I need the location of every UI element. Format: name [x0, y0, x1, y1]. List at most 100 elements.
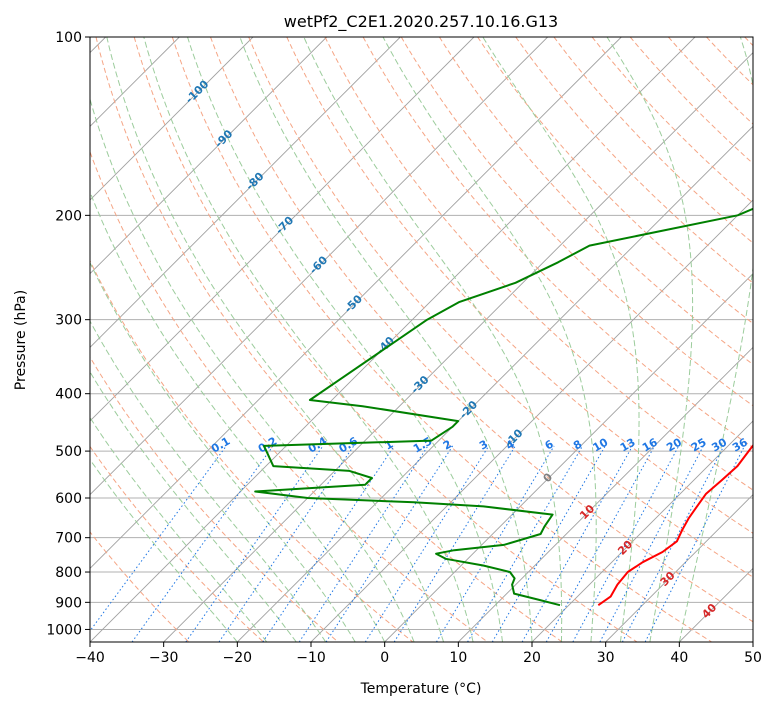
- mixing-ratio-label: 25: [689, 436, 709, 455]
- moist-adiabat-line: [90, 190, 386, 642]
- isotherm-line: [90, 37, 548, 496]
- isotherm-label: -60: [307, 253, 330, 276]
- moist-adiabat-line: [303, 37, 563, 642]
- isotherm-line: [163, 52, 753, 642]
- y-axis: 100 200 300 400 500 600 700 800 900 1000: [46, 30, 90, 638]
- mixing-ratio-line: [325, 445, 454, 642]
- x-tick-label: 0: [380, 650, 389, 666]
- dry-adiabat-line: [210, 37, 753, 623]
- isotherm-line: [90, 37, 401, 348]
- moist-adiabat-line: [187, 37, 503, 642]
- mixing-ratio-label: 2: [441, 438, 454, 453]
- dry-adiabat-line: [324, 37, 753, 491]
- isotherm-layer: [90, 37, 753, 642]
- y-tick-label: 400: [55, 387, 82, 403]
- dry-adiabat-line: [90, 259, 414, 642]
- mixing-ratio-label: 10: [591, 435, 611, 454]
- mixing-ratio-label: 8: [571, 438, 584, 453]
- moist-adiabat-line: [239, 37, 533, 642]
- mixing-ratio-label: 16: [640, 435, 660, 454]
- mixing-ratio-line: [491, 445, 606, 642]
- plot-area: 0.1 0.2 0.4 0.6 1 1.5 2 3 4 6 8 10 13 16 20 25 30 36-100-…: [90, 37, 753, 642]
- mixing-ratio-line: [364, 445, 490, 642]
- y-tick-label: 500: [55, 444, 82, 460]
- mixing-ratio-line: [644, 445, 746, 642]
- y-tick-label: 100: [55, 30, 82, 46]
- dry-adiabat-line: [133, 37, 638, 642]
- isoline-label-layer: 0.1 0.2 0.4 0.6 1 1.5 2 3 4 6 8 10 13 16 20 25 30 36-100-…: [183, 77, 750, 621]
- isotherm-label: -70: [273, 214, 296, 237]
- x-tick-label: 30: [597, 650, 615, 666]
- y-tick-label: 700: [55, 531, 82, 547]
- isotherm-label: 0: [541, 470, 556, 485]
- y-tick-label: 900: [55, 595, 82, 611]
- mixing-ratio-line: [545, 445, 656, 642]
- dry-adiabat-line: [553, 37, 753, 244]
- isotherm-line: [679, 567, 753, 642]
- mixing-ratio-line: [435, 445, 555, 642]
- moist-adiabat-line: [143, 37, 474, 642]
- isotherm-line: [90, 37, 254, 201]
- mixing-ratio-line: [621, 445, 725, 642]
- mixing-ratio-line: [90, 445, 227, 632]
- mixing-ratio-line: [521, 445, 633, 642]
- isotherm-line: [752, 641, 753, 642]
- series-layer: [254, 207, 753, 607]
- dry-adiabat-line: [629, 37, 753, 165]
- chart-title: wetPf2_C2E1.2020.257.10.16.G13: [284, 12, 558, 32]
- isotherm-label: -80: [243, 170, 266, 193]
- moist-adiabat-line: [606, 37, 694, 642]
- isotherm-line: [605, 494, 753, 642]
- dry-adiabat-line: [515, 37, 753, 284]
- dry-adiabat-line: [248, 37, 753, 578]
- y-tick-label: 1000: [46, 622, 82, 638]
- x-axis: −40 −30 −20 −10 0 10 20 30 40 50: [75, 642, 762, 666]
- mixing-ratio-label: 6: [543, 437, 556, 452]
- isotherm-line: [90, 37, 327, 275]
- dry-adiabat-line: [362, 37, 753, 449]
- mixing-ratio-label: 30: [709, 435, 729, 454]
- dry-adiabat-line: [706, 37, 753, 86]
- y-tick-label: 800: [55, 565, 82, 581]
- x-tick-label: −10: [296, 650, 326, 666]
- mixing-ratio-label: 0.6: [337, 434, 361, 455]
- dry-adiabat-line: [171, 37, 712, 642]
- x-tick-label: −30: [149, 650, 179, 666]
- moist-adiabat-line: [106, 37, 445, 642]
- dry-adiabat-line: [90, 150, 488, 642]
- x-tick-label: 10: [449, 650, 467, 666]
- y-tick-label: 300: [55, 313, 82, 329]
- mixing-ratio-layer: [90, 445, 746, 642]
- moist-adiabat-line: [90, 370, 297, 642]
- y-tick-label: 600: [55, 491, 82, 507]
- dry-adiabat-line: [95, 37, 563, 642]
- dry-adiabat-line: [400, 37, 753, 407]
- moist-adiabat-line: [678, 37, 753, 642]
- dry-adiabat-line: [744, 37, 753, 47]
- isotherm-label: 40: [699, 601, 719, 621]
- mixing-ratio-line: [131, 445, 274, 642]
- isotherm-label: -50: [342, 292, 365, 315]
- mixing-ratio-label: 1.5: [411, 435, 434, 456]
- x-tick-label: 50: [744, 650, 762, 666]
- mixing-ratio-label: 13: [618, 436, 638, 455]
- mixing-ratio-line: [393, 445, 516, 642]
- temperature-line: [597, 443, 753, 607]
- plot-frame: [89, 36, 754, 643]
- x-tick-label: −40: [75, 650, 105, 666]
- dry-adiabat-line: [90, 356, 339, 642]
- isotherm-line: [531, 420, 753, 642]
- grid-layer: [90, 37, 753, 630]
- mixing-ratio-label: 0.1: [209, 435, 232, 456]
- dry-adiabat-line: [668, 37, 753, 125]
- isotherm-label: -30: [408, 373, 431, 396]
- mixing-ratio-line: [467, 445, 584, 642]
- dewpoint-line: [254, 207, 753, 607]
- dry-adiabat-line: [438, 37, 753, 366]
- moist-adiabat-line: [90, 416, 268, 642]
- y-tick-label: 200: [55, 208, 82, 224]
- isotherm-label: 10: [577, 502, 597, 522]
- x-tick-label: 40: [670, 650, 688, 666]
- dry-adiabat-layer: [90, 37, 753, 642]
